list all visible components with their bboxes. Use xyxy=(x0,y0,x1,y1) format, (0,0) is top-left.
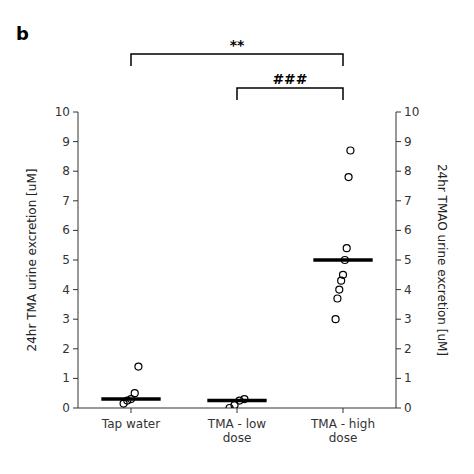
y-tick-label: 8 xyxy=(62,164,70,178)
point xyxy=(347,147,354,154)
y2-tick xyxy=(396,378,401,379)
y2-tick-label: 6 xyxy=(404,223,412,237)
significance-bracket xyxy=(237,88,343,100)
x-tick xyxy=(131,408,132,413)
y-tick-label: 3 xyxy=(62,312,70,326)
y2-tick xyxy=(396,408,401,409)
point xyxy=(332,316,339,323)
y2-tick xyxy=(396,289,401,290)
y2-tick xyxy=(396,230,401,231)
y-tick xyxy=(73,348,78,349)
y2-tick-label: 0 xyxy=(404,401,412,415)
point xyxy=(135,363,142,370)
y2-tick xyxy=(396,200,401,201)
x-tick xyxy=(343,408,344,413)
significance-label: ** xyxy=(230,37,245,53)
y-tick-label: 0 xyxy=(62,401,70,415)
y-tick-label: 10 xyxy=(55,105,70,119)
y2-tick-label: 4 xyxy=(404,283,412,297)
x-tick-label: Tap water xyxy=(101,417,160,431)
y-tick-label: 9 xyxy=(62,135,70,149)
y2-tick-label: 10 xyxy=(404,105,419,119)
y-tick xyxy=(73,112,78,113)
y-tick xyxy=(73,141,78,142)
panel-label: b xyxy=(16,23,29,44)
y2-tick-label: 9 xyxy=(404,135,412,149)
significance-bracket xyxy=(131,54,343,66)
y-tick xyxy=(73,200,78,201)
significance-label: ### xyxy=(272,71,307,87)
point xyxy=(131,390,138,397)
y-tick xyxy=(73,260,78,261)
y-tick-label: 7 xyxy=(62,194,70,208)
point xyxy=(340,271,347,278)
x-tick-label: TMA - lowdose xyxy=(207,417,267,445)
median-line xyxy=(313,258,372,262)
y-tick-label: 2 xyxy=(62,342,70,356)
y-tick xyxy=(73,378,78,379)
y-tick-label: 4 xyxy=(62,283,70,297)
y-tick xyxy=(73,319,78,320)
y-tick xyxy=(73,289,78,290)
y-tick-label: 1 xyxy=(62,371,70,385)
y-axis-label: 24hr TMA urine excretion [uM] xyxy=(25,169,39,352)
point xyxy=(334,295,341,302)
y2-tick-label: 5 xyxy=(404,253,412,267)
y-tick-label: 5 xyxy=(62,253,70,267)
x-tick-label: TMA - highdose xyxy=(310,417,375,445)
y-tick xyxy=(73,230,78,231)
y2-axis-label: 24hr TMAO urine excretion [uM] xyxy=(435,164,449,356)
y2-tick xyxy=(396,171,401,172)
y2-tick-label: 7 xyxy=(404,194,412,208)
median-line xyxy=(101,397,160,401)
y-tick xyxy=(73,408,78,409)
point xyxy=(345,174,352,181)
y2-tick xyxy=(396,112,401,113)
y2-tick-label: 3 xyxy=(404,312,412,326)
point xyxy=(343,245,350,252)
y2-tick-label: 1 xyxy=(404,371,412,385)
point xyxy=(336,286,343,293)
y2-tick xyxy=(396,260,401,261)
median-line xyxy=(207,399,266,403)
x-tick xyxy=(237,408,238,413)
plot-area xyxy=(101,147,372,408)
y2-tick-label: 2 xyxy=(404,342,412,356)
y2-tick-label: 8 xyxy=(404,164,412,178)
y2-tick xyxy=(396,319,401,320)
y2-tick xyxy=(396,141,401,142)
chart: 0 1 2 3 4 5 6 7 8 9 10 0 1 2 3 4 5 6 7 8 9 10 24hr TMA urine e… xyxy=(0,0,474,474)
y-tick xyxy=(73,171,78,172)
y2-tick xyxy=(396,348,401,349)
y-tick-label: 6 xyxy=(62,223,70,237)
